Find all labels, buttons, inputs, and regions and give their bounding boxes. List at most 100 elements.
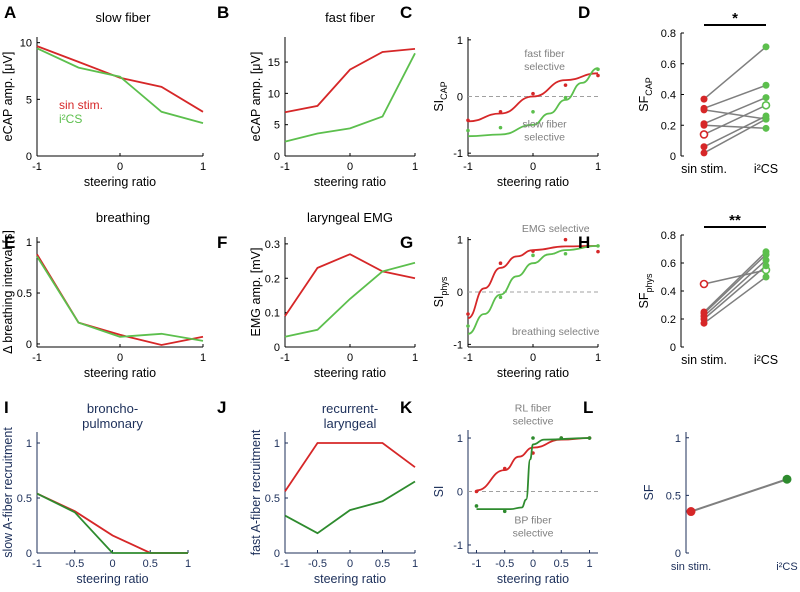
x-axis-label: steering ratio bbox=[84, 175, 156, 189]
pair-line bbox=[703, 251, 767, 313]
i2cs-point bbox=[762, 273, 770, 281]
x-tick-label: 1 bbox=[412, 352, 418, 364]
significance-marker: * bbox=[732, 10, 738, 27]
i2cs-point bbox=[762, 251, 770, 259]
y-tick-label: 0.8 bbox=[661, 230, 676, 242]
panel-title: broncho-pulmonary bbox=[82, 401, 143, 431]
fit-curve-i²CS bbox=[467, 67, 599, 138]
x-axis-label: steering ratio bbox=[497, 175, 569, 189]
y-tick-label: 0.2 bbox=[661, 120, 676, 132]
fit-curve-i²CS bbox=[476, 437, 590, 510]
legend-entry: sin stim. bbox=[59, 98, 103, 112]
annotation: EMG selective bbox=[522, 223, 590, 235]
y-tick-label: 0 bbox=[670, 342, 676, 354]
y-tick-label: 0 bbox=[26, 548, 32, 560]
x-tick-label: 1 bbox=[586, 558, 592, 570]
data-point bbox=[474, 489, 479, 494]
pair-line bbox=[703, 84, 767, 110]
x-tick-label: -1 bbox=[280, 161, 290, 173]
data-point bbox=[596, 67, 600, 72]
x-axis-label: steering ratio bbox=[76, 572, 148, 586]
panel-letter-C: C bbox=[400, 3, 412, 22]
panel-title: recurrent-laryngeal bbox=[322, 401, 378, 431]
x-tick-label: 1 bbox=[200, 352, 206, 364]
i2cs-point bbox=[762, 43, 770, 51]
pair-line bbox=[703, 276, 767, 324]
pair-line bbox=[703, 115, 767, 148]
panel-letter-L: L bbox=[583, 398, 593, 417]
category-label: i²CS bbox=[776, 561, 797, 573]
data-point bbox=[563, 95, 568, 100]
x-tick-label: -0.5 bbox=[65, 558, 84, 570]
y-axis-label: SF bbox=[642, 484, 656, 500]
pair-line bbox=[703, 254, 767, 314]
y-tick-label: 0.1 bbox=[265, 308, 280, 320]
y-tick-label: 0 bbox=[26, 151, 32, 163]
y-tick-label: 0.4 bbox=[661, 90, 676, 102]
series-line-i²CS bbox=[284, 480, 416, 535]
y-axis-label: eCAP amp. [μV] bbox=[1, 52, 15, 142]
data-point bbox=[559, 436, 564, 440]
x-tick-label: 0 bbox=[347, 558, 353, 570]
data-point bbox=[502, 466, 507, 471]
y-tick-label: 0.5 bbox=[17, 288, 32, 300]
x-tick-label: 1 bbox=[200, 161, 206, 173]
x-axis-label: steering ratio bbox=[497, 366, 569, 380]
series-line-i²CS bbox=[36, 492, 188, 554]
x-axis-label: steering ratio bbox=[84, 366, 156, 380]
x-tick-label: -0.5 bbox=[495, 558, 514, 570]
data-point bbox=[498, 261, 503, 265]
i2cs-point bbox=[762, 262, 770, 270]
x-tick-label: 1 bbox=[185, 558, 191, 570]
y-tick-label: 0 bbox=[675, 548, 681, 560]
y-tick-label: 0.2 bbox=[265, 273, 280, 285]
y-axis-label: Δ breathing interval [s] bbox=[1, 230, 15, 354]
y-axis-label: eCAP amp. [μV] bbox=[249, 52, 263, 142]
panel-D: D 0 0.2 0.4 0.6 0.8 sin stim. i²CS SFCAP * bbox=[578, 3, 778, 176]
y-axis-label: SFphys bbox=[637, 273, 654, 308]
panel-letter-D: D bbox=[578, 3, 590, 22]
data-point bbox=[466, 324, 470, 328]
y-tick-label: 1 bbox=[457, 35, 463, 47]
y-tick-label: 1 bbox=[457, 433, 463, 445]
y-tick-label: 0.8 bbox=[661, 28, 676, 40]
panel-letter-H: H bbox=[578, 233, 590, 252]
x-tick-label: -0.5 bbox=[308, 558, 327, 570]
y-tick-label: 0 bbox=[274, 548, 280, 560]
panel-G: G -1 0 1 -1 0 1 steering ratio SIphys EMG selecti… bbox=[400, 223, 601, 380]
data-point bbox=[498, 125, 503, 130]
y-axis-label: EMG amp. [mV] bbox=[249, 248, 263, 337]
sin-stim-point bbox=[700, 95, 708, 103]
y-tick-label: 0.4 bbox=[661, 286, 676, 298]
y-tick-label: 1 bbox=[457, 235, 463, 247]
i2cs-point bbox=[782, 474, 792, 484]
data-point bbox=[596, 244, 600, 248]
data-point bbox=[531, 249, 535, 253]
y-tick-label: 1 bbox=[26, 237, 32, 249]
pair-line bbox=[703, 124, 767, 130]
y-tick-label: 0 bbox=[457, 92, 463, 104]
x-tick-label: -1 bbox=[32, 161, 42, 173]
panel-J: J -1 -0.5 0 0.5 1 0 0.5 1 recurrent-laryngeal stee… bbox=[217, 398, 418, 586]
panel-K: K -1 -0.5 0 0.5 1 -1 0 1 steering ratio SI RL fiber… bbox=[400, 398, 598, 586]
category-label: i²CS bbox=[754, 162, 778, 176]
fit-curve-sin stim. bbox=[467, 245, 599, 320]
annotation: RL fiber selective bbox=[513, 402, 554, 427]
pair-line bbox=[703, 46, 767, 100]
pair-line bbox=[690, 478, 788, 513]
category-label: i²CS bbox=[754, 353, 778, 367]
series-line-i²CS bbox=[36, 255, 204, 342]
panel-title: laryngeal EMG bbox=[307, 210, 393, 225]
panel-H: H 0 0.2 0.4 0.6 0.8 sin stim. i²CS SFphys ** bbox=[578, 212, 778, 367]
data-point bbox=[498, 295, 503, 300]
fit-curve-sin stim. bbox=[467, 72, 599, 123]
y-axis-label: SIphys bbox=[432, 276, 449, 307]
y-axis-label: fast A-fiber recruitment bbox=[249, 429, 263, 555]
i2cs-point bbox=[762, 81, 770, 89]
sin-stim-point bbox=[700, 149, 708, 157]
y-tick-label: 1 bbox=[26, 438, 32, 450]
pair-line bbox=[703, 104, 767, 136]
